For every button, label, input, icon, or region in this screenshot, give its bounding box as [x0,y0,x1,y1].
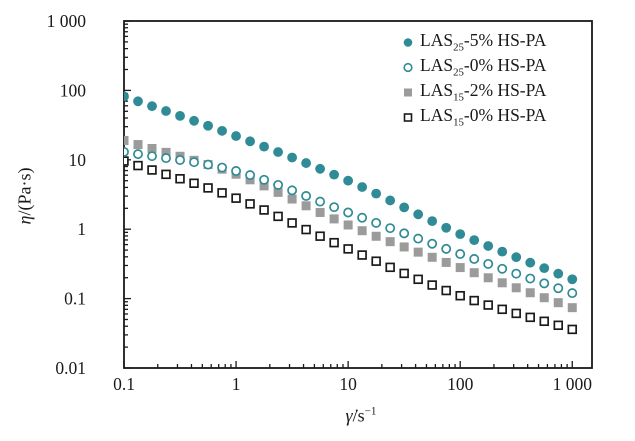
circle-filled-marker-icon [403,37,413,47]
x-tick-label: 10 [339,374,357,394]
y-axis-units: /(Pa·s) [14,167,35,216]
x-axis-units: /s [352,405,365,426]
x-tick-label: 100 [447,374,474,394]
eta-symbol: η [14,215,35,225]
series-las15-2-hs-pa [124,135,577,313]
square-open-marker-icon [403,112,413,122]
y-tick-label: 1 [77,219,86,239]
series-las25-0-hs-pa [124,146,578,299]
x-axis-ticks [123,361,573,368]
x-tick-label: 1 [232,374,241,394]
plot-frame [123,20,593,369]
y-tick-label: 0.1 [64,289,86,309]
x-tick-labels: 0.1 1 10 100 1 000 [113,374,592,394]
legend-item: LAS15-0% HS-PA [401,104,546,129]
legend-item: LAS25-5% HS-PA [401,29,546,54]
gamma-dot-symbol: γ̇ [345,405,353,426]
series-las25-5-hs-pa [124,91,578,285]
y-tick-label: 0.01 [55,358,86,378]
legend-label: LAS25-0% HS-PA [420,54,547,79]
legend-label: LAS25-5% HS-PA [420,29,547,54]
circle-open-marker-icon [403,62,413,72]
y-tick-labels: 1 000 100 10 1 0.1 0.01 [47,11,87,378]
legend-label: LAS15-0% HS-PA [420,104,547,129]
series-las15-0-hs-pa [124,156,578,335]
y-axis-title: η/(Pa·s) [15,168,36,225]
legend-label: LAS15-2% HS-PA [420,79,547,104]
y-axis-ticks [124,20,131,369]
legend-item: LAS15-2% HS-PA [401,79,546,104]
x-axis-title: γ̇/s−1 [346,406,377,427]
y-tick-label: 10 [69,150,87,170]
legend-item: LAS25-0% HS-PA [401,54,546,79]
legend: LAS25-5% HS-PA LAS25-0% HS-PA LAS15-2% HS-… [401,29,546,129]
square-filled-marker-icon [404,88,412,96]
x-tick-label: 1 000 [553,374,593,394]
y-tick-label: 100 [60,80,87,100]
x-axis-exponent: −1 [364,405,377,418]
x-tick-label: 0.1 [113,374,135,394]
data-points [124,91,578,335]
y-tick-label: 1 000 [47,11,87,31]
